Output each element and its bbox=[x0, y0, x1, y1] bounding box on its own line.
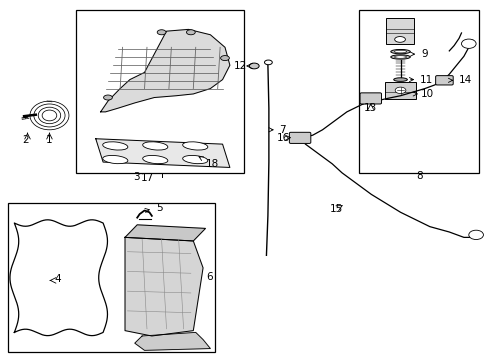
Ellipse shape bbox=[390, 49, 409, 54]
Ellipse shape bbox=[468, 230, 483, 239]
Text: 2: 2 bbox=[22, 135, 28, 145]
Text: 9: 9 bbox=[409, 49, 427, 59]
Ellipse shape bbox=[394, 87, 405, 94]
Ellipse shape bbox=[103, 95, 112, 100]
Bar bbox=[8, 203, 215, 352]
Ellipse shape bbox=[142, 156, 167, 164]
Ellipse shape bbox=[249, 63, 259, 69]
FancyBboxPatch shape bbox=[435, 76, 452, 85]
Bar bbox=[358, 10, 478, 173]
Text: 10: 10 bbox=[412, 89, 433, 99]
Polygon shape bbox=[125, 225, 205, 241]
Ellipse shape bbox=[394, 37, 405, 42]
Ellipse shape bbox=[461, 39, 475, 48]
Text: 16: 16 bbox=[276, 133, 289, 143]
Ellipse shape bbox=[183, 142, 207, 150]
Text: 11: 11 bbox=[408, 75, 432, 85]
Text: 5: 5 bbox=[144, 203, 162, 213]
Text: 6: 6 bbox=[206, 272, 213, 282]
Ellipse shape bbox=[393, 78, 407, 81]
FancyBboxPatch shape bbox=[359, 93, 381, 104]
Bar bbox=[385, 82, 415, 99]
Ellipse shape bbox=[390, 55, 409, 59]
Text: 4: 4 bbox=[55, 274, 61, 284]
Bar bbox=[76, 10, 244, 173]
Ellipse shape bbox=[102, 142, 127, 150]
Polygon shape bbox=[135, 332, 210, 350]
Ellipse shape bbox=[394, 50, 406, 53]
Ellipse shape bbox=[394, 56, 406, 58]
Text: 14: 14 bbox=[447, 75, 471, 85]
Ellipse shape bbox=[220, 55, 229, 60]
Polygon shape bbox=[125, 237, 203, 336]
Ellipse shape bbox=[102, 156, 127, 164]
Ellipse shape bbox=[264, 60, 272, 65]
Ellipse shape bbox=[183, 156, 207, 164]
Polygon shape bbox=[96, 139, 229, 167]
Ellipse shape bbox=[142, 142, 167, 150]
Text: 12: 12 bbox=[233, 61, 246, 71]
Polygon shape bbox=[101, 30, 229, 112]
FancyBboxPatch shape bbox=[289, 132, 310, 143]
Ellipse shape bbox=[157, 30, 165, 35]
Text: 1: 1 bbox=[46, 135, 53, 145]
Text: 13: 13 bbox=[363, 103, 376, 113]
Text: 8: 8 bbox=[415, 171, 422, 181]
Bar bbox=[385, 18, 413, 44]
Text: 3: 3 bbox=[133, 172, 139, 182]
Text: 15: 15 bbox=[329, 204, 342, 214]
Ellipse shape bbox=[186, 30, 195, 35]
Text: 18: 18 bbox=[199, 157, 218, 169]
Text: 17: 17 bbox=[140, 173, 153, 183]
Text: 7: 7 bbox=[268, 125, 285, 135]
